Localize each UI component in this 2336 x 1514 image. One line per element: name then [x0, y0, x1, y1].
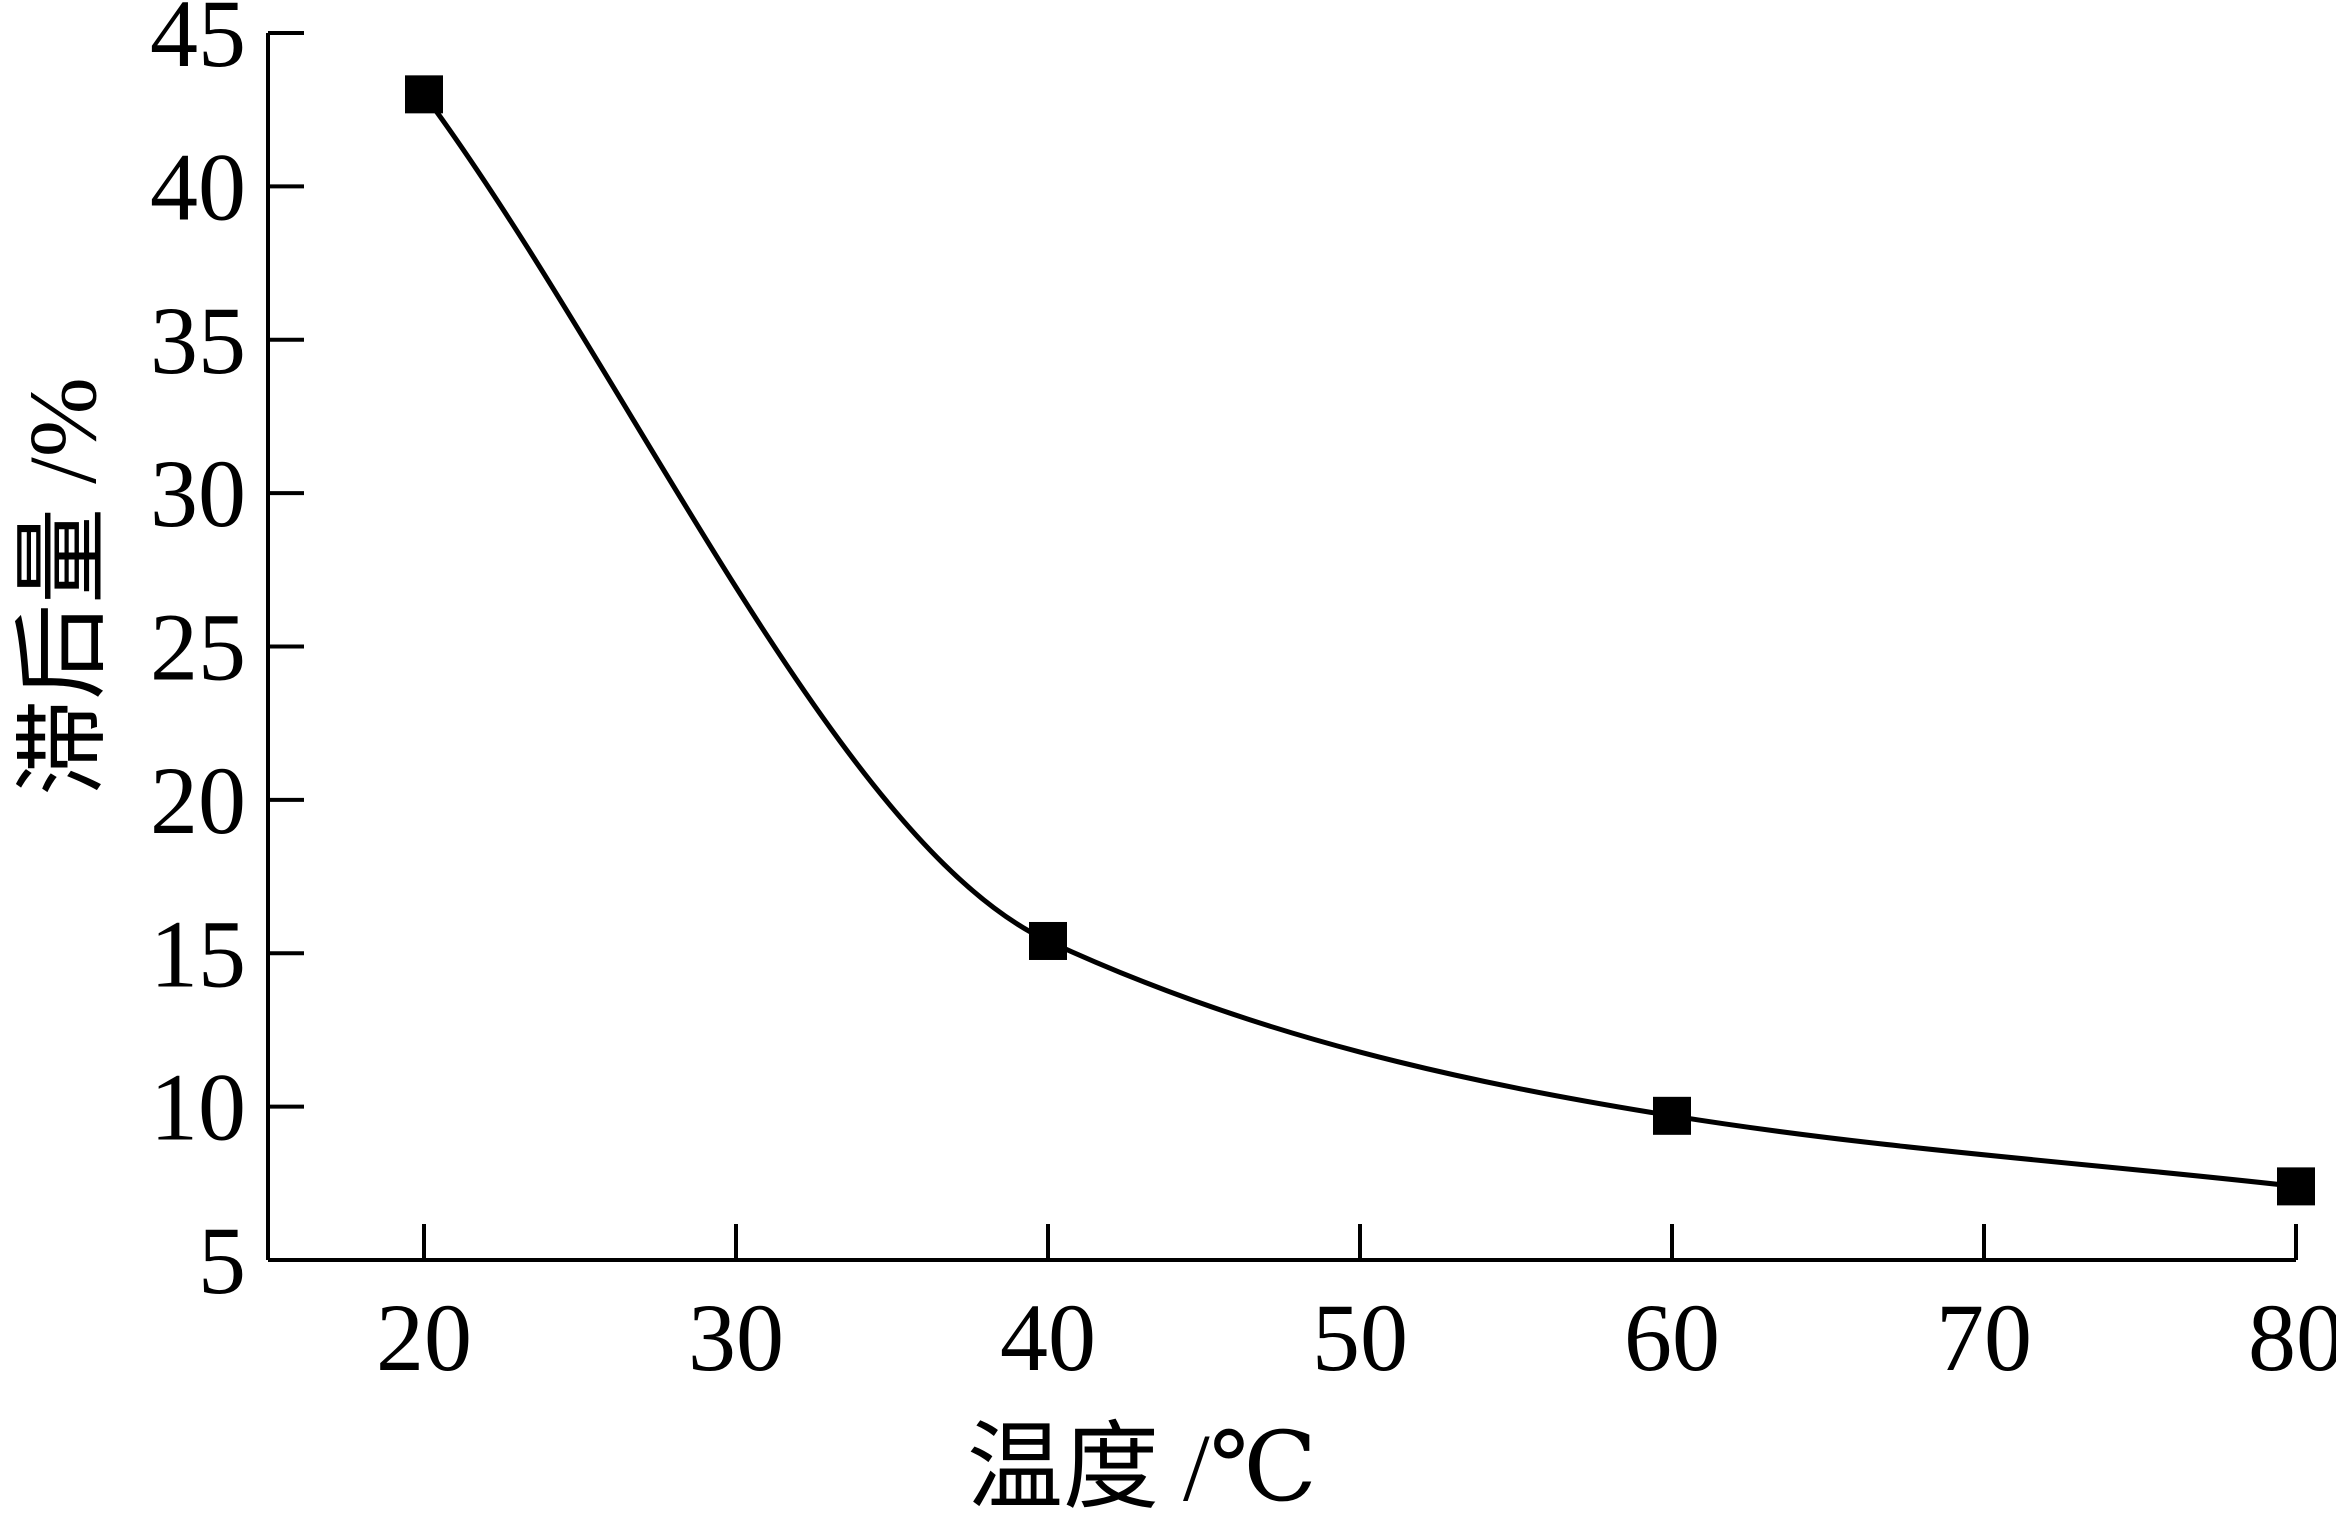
x-tick-label: 40 — [1000, 1284, 1096, 1391]
y-tick-label: 35 — [150, 287, 246, 394]
y-tick-label: 15 — [150, 900, 246, 1007]
y-tick-label: 30 — [150, 440, 246, 547]
data-point-marker — [1029, 921, 1067, 960]
y-tick-label: 25 — [150, 594, 246, 701]
x-tick-label: 70 — [1936, 1284, 2032, 1391]
data-point-marker — [405, 75, 443, 114]
x-tick-label: 50 — [1312, 1284, 1408, 1391]
y-ticks: 5 10 15 20 25 30 35 40 45 — [150, 0, 304, 1314]
data-point-marker — [1653, 1096, 1691, 1135]
x-tick-label: 30 — [688, 1284, 784, 1391]
y-tick-label: 20 — [150, 747, 246, 854]
x-tick-label: 20 — [376, 1284, 472, 1391]
y-tick-label: 5 — [198, 1207, 246, 1314]
data-point-marker — [2277, 1167, 2315, 1206]
y-tick-label: 45 — [150, 0, 246, 87]
y-tick-label: 40 — [150, 133, 246, 240]
x-ticks: 20 30 40 50 60 70 80 — [376, 1224, 2336, 1391]
series-line — [421, 92, 2297, 1189]
x-tick-label: 60 — [1624, 1284, 1720, 1391]
x-axis-label: 温度 /℃ — [967, 1414, 1317, 1514]
y-tick-label: 10 — [150, 1054, 246, 1161]
y-axis-label: 滞后量 /% — [9, 377, 116, 796]
plot-area — [405, 75, 2315, 1206]
x-tick-label: 80 — [2248, 1284, 2336, 1391]
axes — [266, 33, 2296, 1262]
